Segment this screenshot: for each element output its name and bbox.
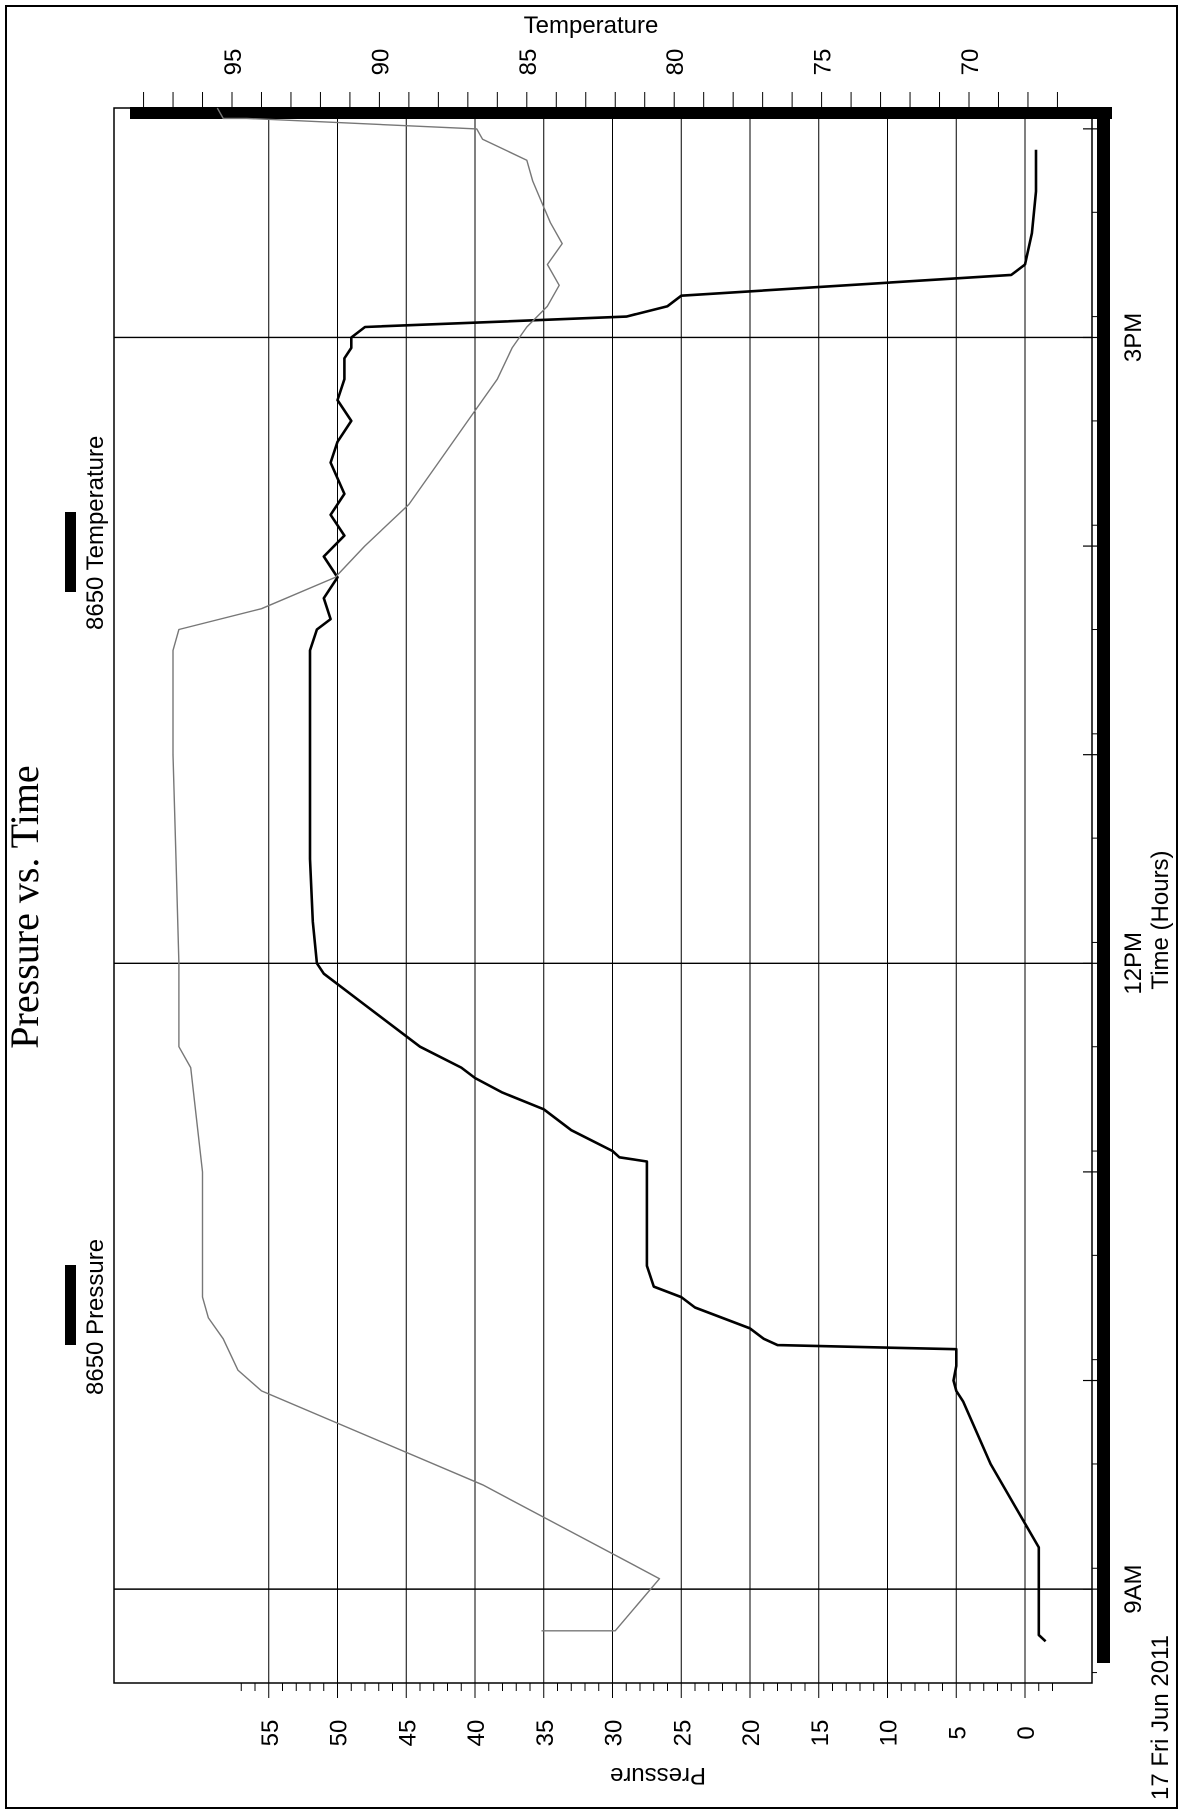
legend-label: 8650 Pressure [82,1239,109,1395]
pressure-tick-label: 10 [876,1720,903,1747]
pressure-axis-label: Pressure [610,1762,706,1789]
pressure-tick-label: 45 [394,1720,421,1747]
label-layer: 0 5 10 15 20 25 30 35 40 45 50 55 Pressure 70 75 80 85 90… [2,12,1174,1800]
time-tick-label: 12PM [1120,932,1147,995]
pressure-tick-label: 25 [669,1720,696,1747]
legend-swatch [65,512,76,592]
pressure-tick-label: 15 [807,1720,834,1747]
pressure-tick-label: 5 [944,1726,971,1739]
pressure-tick-label: 0 [1013,1726,1040,1739]
chart-title: Pressure vs. Time [2,765,47,1048]
pressure-tick-label: 40 [463,1720,490,1747]
temperature-tick-label: 95 [220,49,247,76]
temperature-series-line [172,107,661,1632]
legend-layer: 8650 Pressure 8650 Temperature [65,436,109,1395]
outer-frame [5,5,1178,1809]
series-layer [172,107,1047,1643]
pressure-series-line [308,149,1047,1643]
temperature-axis-bar [130,107,1112,119]
pressure-tick-label: 50 [326,1720,353,1747]
pressure-tick-label: 20 [738,1720,765,1747]
pressure-tick-label: 30 [601,1720,628,1747]
temperature-axis-label: Temperature [524,12,659,39]
pressure-tick-label: 35 [532,1720,559,1747]
legend-label: 8650 Temperature [82,436,109,630]
legend-swatch [65,1265,76,1345]
pressure-tick-label: 55 [257,1720,284,1747]
axis-layer [130,92,1112,1698]
plot-frame [113,107,1093,1684]
temperature-tick-label: 80 [662,49,689,76]
grid-layer [114,108,1092,1683]
time-axis-bar [1097,107,1110,1663]
temperature-tick-label: 70 [957,49,984,76]
temperature-tick-label: 75 [810,49,837,76]
date-label: 17 Fri Jun 2011 [1147,1635,1174,1800]
time-tick-label: 9AM [1120,1564,1147,1613]
temperature-tick-label: 85 [515,49,542,76]
time-axis-label: Time (Hours) [1147,850,1174,989]
temperature-tick-label: 90 [367,49,394,76]
time-tick-label: 3PM [1120,313,1147,362]
